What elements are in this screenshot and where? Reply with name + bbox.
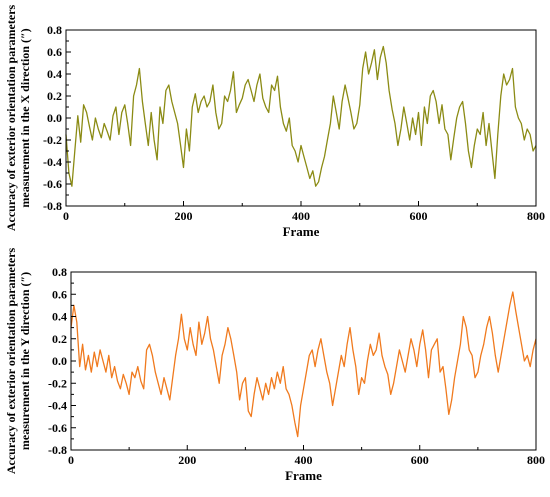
x-tick-label: 200 <box>175 209 193 223</box>
y-tick-label: 0.6 <box>47 45 62 59</box>
y-axis-title: Accuracy of exterior orientation paramet… <box>4 247 32 474</box>
y-tick-label: 0.4 <box>47 67 62 81</box>
x-tick-label: 0 <box>63 209 69 223</box>
y-tick-label: -0.8 <box>43 199 62 213</box>
y-tick-label: 0.4 <box>52 310 67 324</box>
x-tick-label: 800 <box>527 453 545 467</box>
y-tick-label: -0.2 <box>43 133 62 147</box>
y-tick-label: -0.8 <box>48 443 67 457</box>
x-tick-label: 200 <box>178 453 196 467</box>
y-axis-title-line-2: measurement in the X direction (″) <box>18 28 32 207</box>
x-axis-title: Frame <box>283 224 320 239</box>
x-tick-label: 600 <box>410 209 428 223</box>
x-tick-label: 400 <box>292 209 310 223</box>
x-tick-label: 0 <box>68 453 74 467</box>
y-tick-label: 0.2 <box>52 332 67 346</box>
chart-panel-x: 0 200 400 600 800 -0.8 -0.6 -0.4 -0.2 0.0 0.2 0.4 0… <box>4 4 545 239</box>
y-axis-title-line-1: Accuracy of exterior orientation paramet… <box>4 247 18 474</box>
series-line-container <box>65 45 537 187</box>
y-tick-labels: -0.8 -0.6 -0.4 -0.2 0.0 0.2 0.4 0.6 0.8 <box>43 23 62 213</box>
y-tick-labels: -0.8 -0.6 -0.4 -0.2 0.0 0.2 0.4 0.6 0.8 <box>48 265 67 457</box>
series-line-container <box>70 291 537 438</box>
y-tick-label: 0.8 <box>52 265 67 279</box>
y-tick-label: 0.2 <box>47 89 62 103</box>
y-tick-label: 0.0 <box>47 111 62 125</box>
x-tick-labels: 0 200 400 600 800 <box>63 209 545 223</box>
tick-marks <box>70 271 537 451</box>
y-tick-label: -0.4 <box>43 155 62 169</box>
x-tick-label: 400 <box>295 453 313 467</box>
y-tick-label: 0.0 <box>52 354 67 368</box>
y-tick-label: -0.6 <box>48 421 67 435</box>
x-axis-title: Frame <box>285 468 322 483</box>
y-axis-title-line-1: Accuracy of exterior orientation paramet… <box>4 4 18 231</box>
x-tick-label: 800 <box>527 209 545 223</box>
y-tick-label: -0.6 <box>43 177 62 191</box>
series-line <box>70 291 537 438</box>
y-tick-label: 0.8 <box>47 23 62 37</box>
chart-panel-y: 0 200 400 600 800 -0.8 -0.6 -0.4 -0.2 0.0 0.2 0.4 0… <box>4 247 545 483</box>
tick-marks <box>65 29 537 207</box>
y-tick-label: -0.4 <box>48 399 67 413</box>
plot-frame <box>65 29 537 207</box>
y-tick-label: -0.2 <box>48 376 67 390</box>
x-tick-label: 600 <box>411 453 429 467</box>
x-tick-labels: 0 200 400 600 800 <box>68 453 545 467</box>
y-axis-title: Accuracy of exterior orientation paramet… <box>4 4 32 231</box>
y-axis-title-line-2: measurement in the Y direction (″) <box>18 272 32 450</box>
y-tick-label: 0.6 <box>52 287 67 301</box>
plot-frame <box>70 271 537 451</box>
series-line <box>65 45 537 187</box>
